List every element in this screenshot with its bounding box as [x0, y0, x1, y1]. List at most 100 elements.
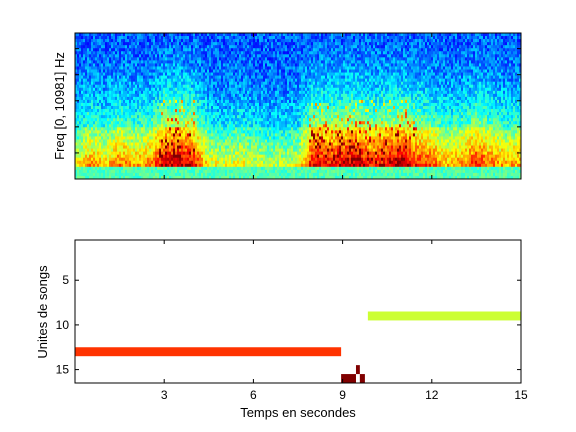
spectrogram-cell	[183, 45, 186, 49]
spectrogram-cell	[91, 99, 94, 104]
spectrogram-cell	[157, 90, 160, 95]
spectrogram-cell	[117, 69, 120, 73]
spectrogram-cell	[197, 118, 200, 122]
spectrogram-cell	[109, 102, 112, 107]
spectrogram-cell	[171, 93, 174, 98]
spectrogram-cell	[111, 78, 114, 82]
spectrogram-cell	[85, 39, 88, 43]
spectrogram-cell	[201, 151, 204, 155]
spectrogram-cell	[113, 142, 116, 146]
spectrogram-cell	[85, 93, 88, 98]
spectrogram-cell	[261, 36, 264, 40]
spectrogram-cell	[217, 36, 220, 40]
spectrogram-cell	[179, 33, 182, 37]
spectrogram-cell	[247, 160, 250, 165]
spectrogram-cell	[251, 112, 254, 116]
spectrogram-cell	[93, 63, 96, 67]
spectrogram-cell	[177, 93, 180, 98]
spectrogram-cell	[281, 84, 284, 89]
spectrogram-cell	[167, 172, 170, 177]
spectrogram-cell	[143, 66, 146, 70]
spectrogram-cell	[203, 121, 206, 125]
spectrogram-cell	[259, 160, 262, 165]
spectrogram-cell	[249, 36, 252, 40]
spectrogram-cell	[101, 151, 104, 155]
spectrogram-cell	[153, 145, 156, 149]
spectrogram-cell	[115, 112, 118, 116]
spectrogram-cell	[133, 84, 136, 89]
spectrogram-cell	[199, 115, 202, 119]
spectrogram-cell	[161, 136, 164, 140]
spectrogram-cell	[219, 36, 222, 40]
spectrogram-cell	[135, 84, 138, 89]
spectrogram-cell	[107, 93, 110, 98]
spectrogram-cell	[261, 39, 264, 43]
spectrogram-cell	[149, 175, 152, 179]
spectrogram-cell	[241, 36, 244, 40]
spectrogram-cell	[261, 160, 264, 165]
spectrogram-cell	[159, 130, 162, 134]
spectrogram-cell	[189, 63, 192, 67]
spectrogram-cell	[255, 93, 258, 98]
spectrogram-cell	[231, 102, 234, 107]
spectrogram-cell	[175, 81, 178, 86]
spectrogram-cell	[201, 57, 204, 61]
spectrogram-cell	[107, 115, 110, 119]
spectrogram-cell	[169, 115, 172, 119]
spectrogram-cell	[81, 163, 84, 168]
spectrogram-cell	[205, 33, 208, 37]
spectrogram-cell	[109, 157, 112, 162]
spectrogram-cell	[155, 90, 158, 95]
spectrogram-cell	[205, 66, 208, 70]
spectrogram-cell	[149, 75, 152, 79]
spectrogram-cell	[263, 148, 266, 152]
spectrogram-cell	[273, 124, 276, 128]
spectrogram-cell	[205, 121, 208, 125]
spectrogram-cell	[229, 45, 232, 49]
spectrogram-cell	[211, 124, 214, 128]
spectrogram-cell	[97, 172, 100, 177]
spectrogram-cell	[167, 72, 170, 76]
spectrogram-cell	[93, 145, 96, 149]
spectrogram-cell	[225, 118, 228, 122]
spectrogram-cell	[135, 142, 138, 146]
spectrogram-cell	[239, 154, 242, 159]
spectrogram-cell	[189, 75, 192, 79]
spectrogram-cell	[147, 66, 150, 70]
spectrogram-cell	[147, 127, 150, 131]
spectrogram-cell	[215, 157, 218, 162]
spectrogram-cell	[131, 102, 134, 107]
spectrogram-cell	[203, 93, 206, 98]
spectrogram-cell	[179, 136, 182, 140]
spectrogram-cell	[77, 90, 80, 95]
spectrogram-cell	[247, 54, 250, 58]
spectrogram-cell	[273, 66, 276, 70]
spectrogram-cell	[91, 45, 94, 49]
spectrogram-cell	[153, 45, 156, 49]
spectrogram-cell	[117, 45, 120, 49]
spectrogram-cell	[183, 124, 186, 128]
spectrogram-cell	[91, 36, 94, 40]
spectrogram-cell	[211, 60, 214, 64]
spectrogram-cell	[205, 163, 208, 168]
spectrogram-cell	[145, 78, 148, 82]
spectrogram-cell	[75, 109, 78, 113]
spectrogram-cell	[137, 136, 140, 140]
spectrogram-cell	[149, 36, 152, 40]
spectrogram-cell	[159, 75, 162, 79]
spectrogram-cell	[229, 63, 232, 67]
spectrogram-cell	[83, 72, 86, 76]
spectrogram-cell	[231, 166, 234, 171]
spectrogram-cell	[113, 33, 116, 37]
spectrogram-cell	[155, 133, 158, 137]
spectrogram-cell	[159, 81, 162, 86]
spectrogram-cell	[93, 160, 96, 165]
spectrogram-cell	[221, 145, 224, 149]
spectrogram-cell	[219, 139, 222, 143]
spectrogram-cell	[195, 142, 198, 146]
spectrogram-cell	[159, 72, 162, 76]
spectrogram-cell	[249, 57, 252, 61]
spectrogram-cell	[171, 45, 174, 49]
spectrogram-cell	[163, 160, 166, 165]
spectrogram-cell	[89, 90, 92, 95]
